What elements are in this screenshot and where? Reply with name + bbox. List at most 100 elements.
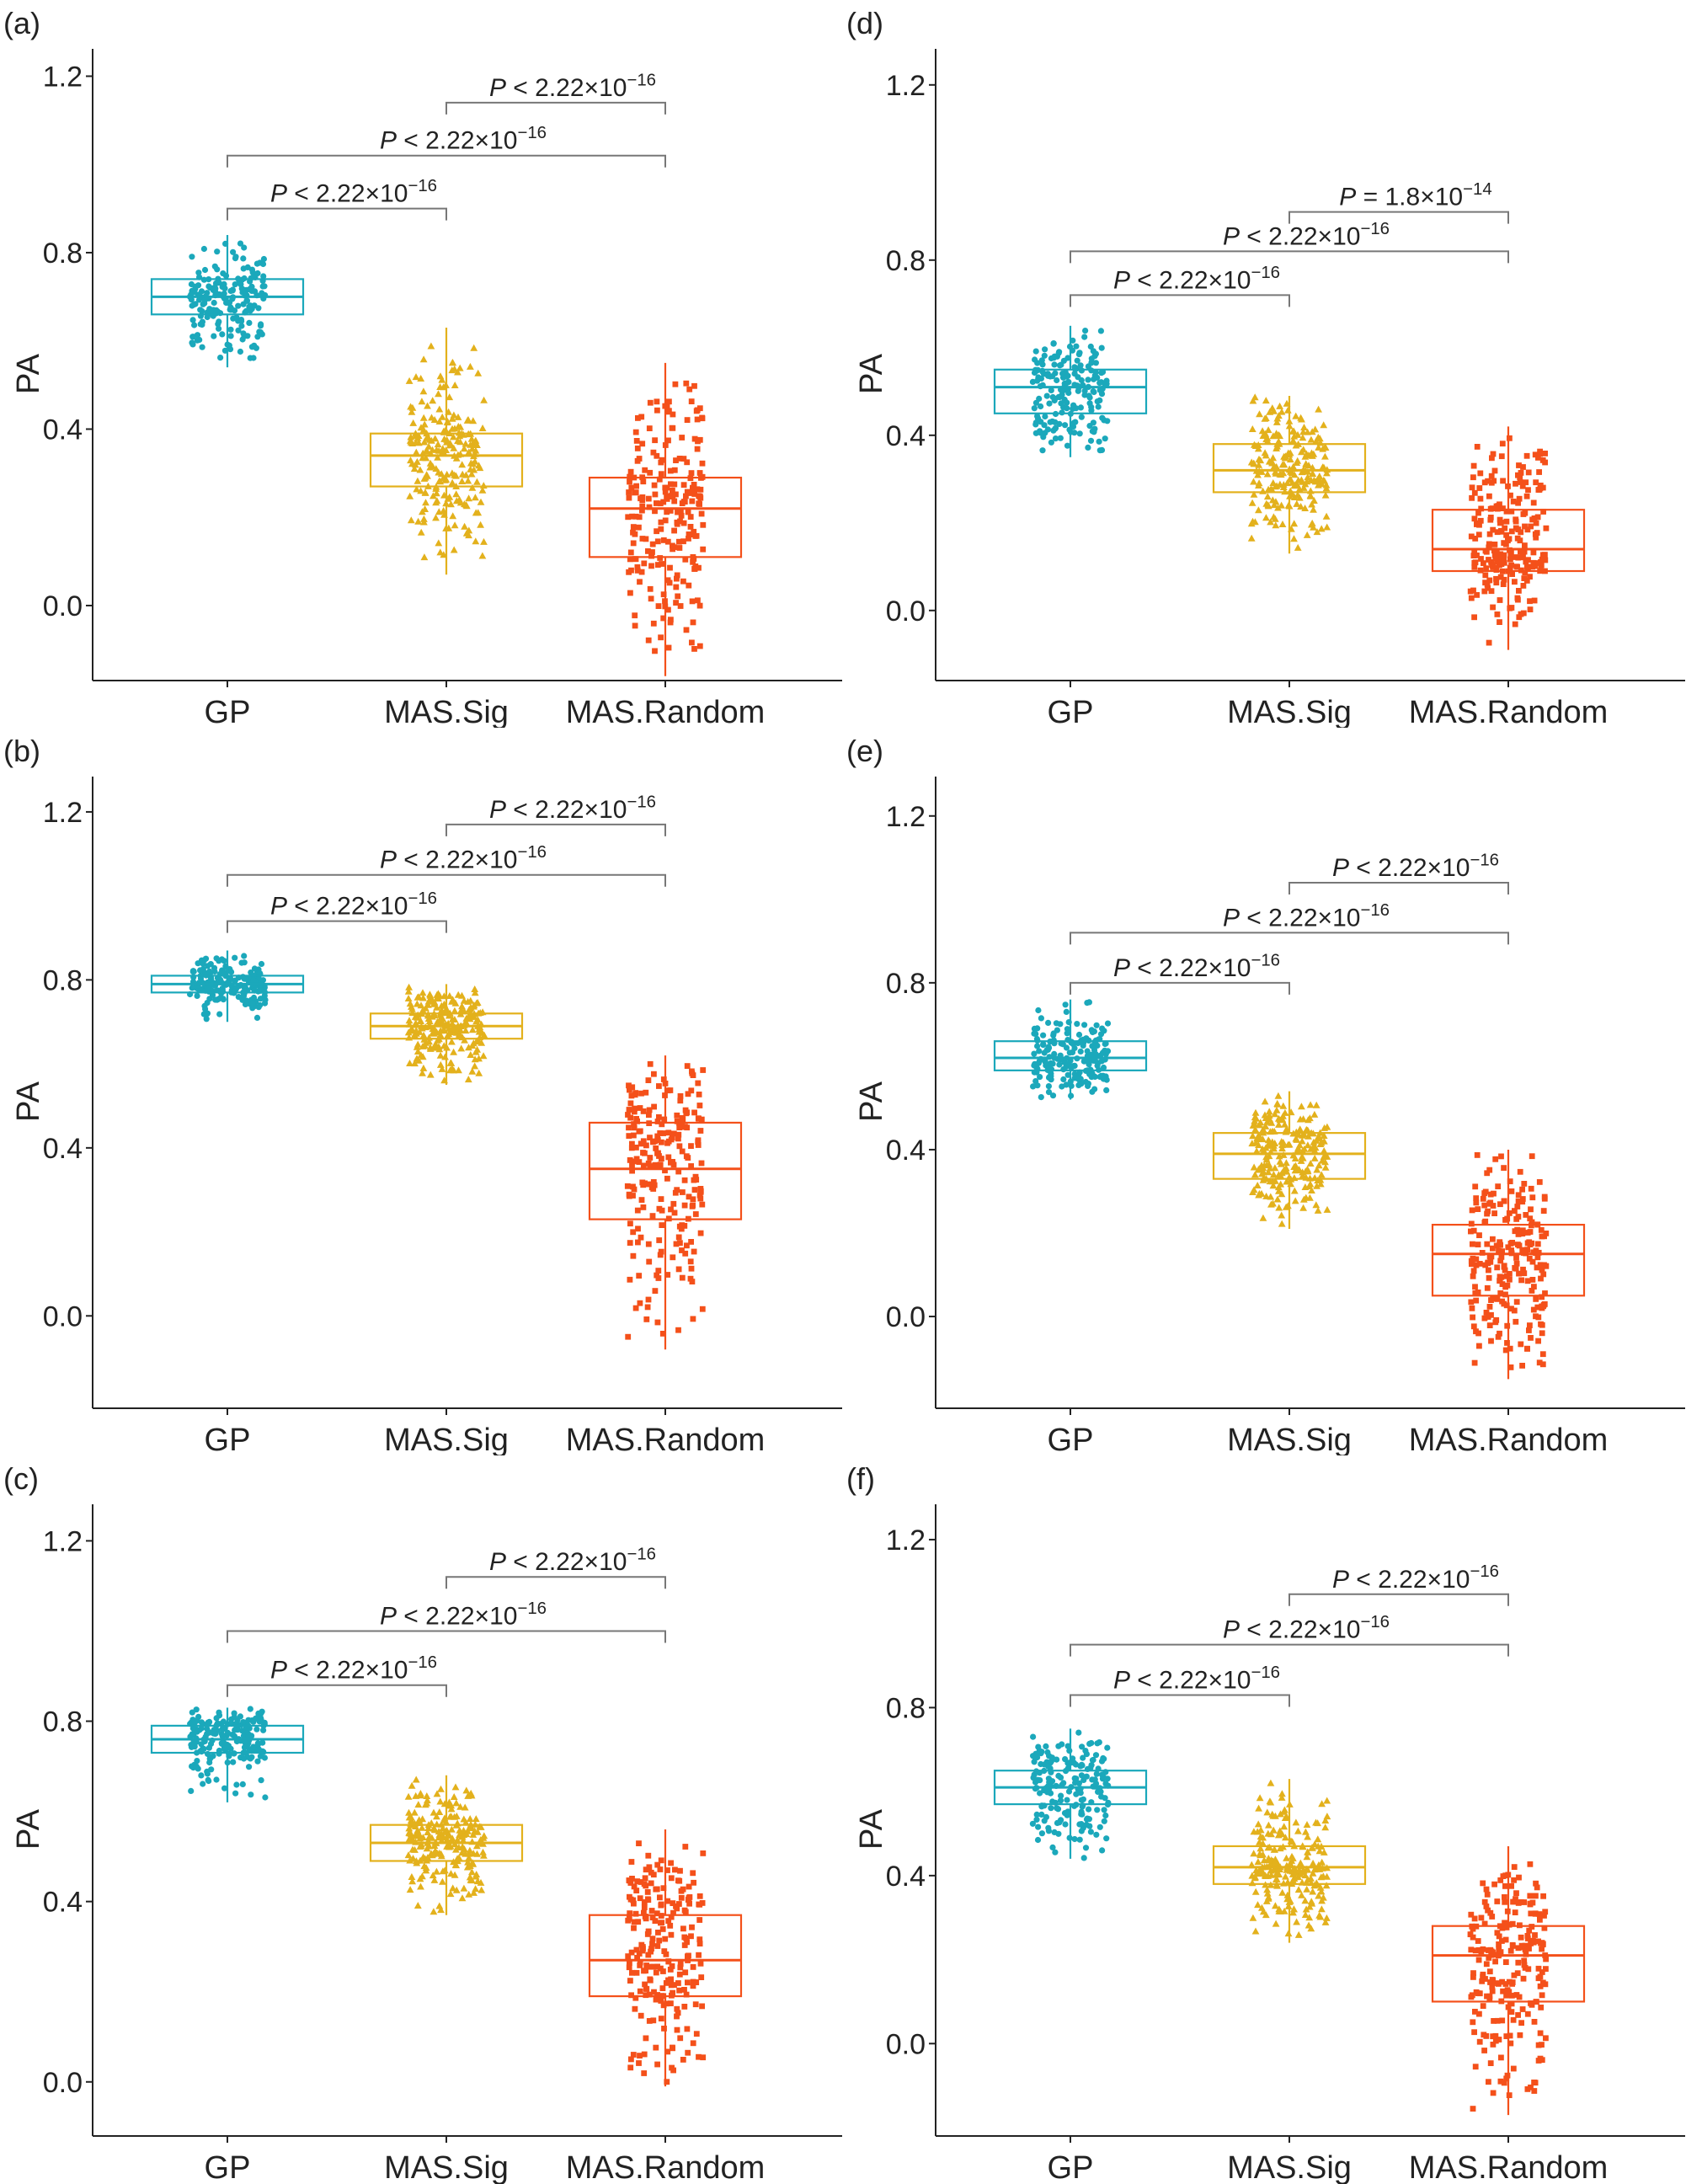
data-point: [1507, 1345, 1513, 1352]
data-point: [644, 1304, 651, 1311]
data-point: [1323, 1205, 1331, 1213]
p-value-label: P < 2.22×10−16: [489, 71, 656, 102]
data-point: [1528, 1335, 1534, 1341]
data-point: [406, 1060, 413, 1066]
data-point: [685, 1953, 691, 1960]
data-point: [676, 1901, 682, 1907]
data-point: [1303, 450, 1310, 457]
data-point: [1475, 510, 1481, 516]
data-point: [665, 606, 671, 613]
data-point: [1304, 473, 1312, 481]
data-point: [632, 1994, 639, 2001]
data-point: [656, 1937, 663, 1944]
data-point: [1503, 1925, 1510, 1930]
data-point: [652, 1138, 659, 1145]
data-point: [446, 1059, 455, 1066]
data-point: [654, 2061, 660, 2068]
data-point: [690, 1983, 696, 1989]
data-point: [689, 1924, 695, 1930]
data-point: [1516, 1994, 1523, 2000]
y-tick-label: 0.8: [886, 968, 926, 1000]
data-point: [1531, 515, 1538, 521]
data-point: [675, 2010, 681, 2016]
data-point: [694, 446, 701, 452]
data-point: [1271, 1857, 1279, 1865]
data-point: [462, 440, 470, 447]
data-point: [1522, 542, 1528, 548]
data-point: [429, 1872, 437, 1879]
data-point: [1521, 1899, 1528, 1905]
data-point: [458, 1002, 466, 1010]
data-point: [670, 1989, 675, 1996]
data-point: [695, 1142, 702, 1148]
data-point: [1049, 1844, 1056, 1850]
data-point: [1529, 2001, 1535, 2008]
data-point: [1475, 1206, 1481, 1212]
data-point: [1475, 1242, 1481, 1247]
data-point: [1273, 1875, 1280, 1882]
data-point: [1321, 1817, 1330, 1824]
data-point: [633, 1969, 640, 1976]
data-point: [1038, 430, 1044, 436]
data-point: [680, 499, 687, 505]
data-point: [224, 1729, 232, 1736]
data-point: [1539, 1361, 1546, 1368]
data-point: [642, 1150, 648, 1156]
data-point: [211, 299, 217, 307]
bracket-line: [1070, 1694, 1290, 1707]
data-point: [449, 996, 456, 1003]
data-point: [231, 1710, 237, 1717]
data-point: [1543, 1956, 1549, 1962]
data-point: [673, 1241, 680, 1247]
data-point: [1525, 557, 1531, 563]
data-point: [1078, 1797, 1085, 1803]
data-point: [696, 1952, 702, 1958]
data-point: [424, 1001, 432, 1008]
data-point: [693, 532, 700, 539]
data-point: [1508, 562, 1514, 569]
data-point: [450, 1793, 458, 1800]
data-point: [1485, 585, 1491, 591]
data-point: [668, 1979, 675, 1985]
data-point: [1248, 1140, 1256, 1147]
data-point: [1478, 1948, 1485, 1955]
data-point: [1497, 597, 1503, 603]
data-point: [1537, 483, 1544, 489]
data-point: [1519, 483, 1526, 489]
data-point: [658, 459, 664, 466]
data-point: [1537, 2030, 1544, 2037]
data-point: [1540, 1893, 1546, 1899]
data-point: [1102, 1812, 1109, 1819]
data-point: [675, 1877, 681, 1884]
data-point: [408, 1781, 416, 1789]
data-point: [691, 1177, 697, 1183]
data-point: [1277, 1172, 1284, 1178]
data-point: [696, 1192, 703, 1199]
data-point: [682, 1969, 689, 1976]
data-point: [630, 1252, 637, 1259]
y-axis-label: PA: [854, 1081, 889, 1122]
data-point: [1539, 1294, 1545, 1300]
data-point: [672, 381, 679, 387]
data-point: [464, 1858, 472, 1866]
data-point: [1038, 375, 1044, 382]
data-point: [1468, 1228, 1474, 1235]
data-point: [477, 1823, 485, 1830]
data-point: [1071, 1835, 1078, 1843]
data-point: [1032, 399, 1039, 406]
data-point: [446, 393, 454, 401]
data-point: [1261, 1111, 1269, 1119]
data-point: [1055, 1743, 1062, 1749]
data-point: [1086, 1740, 1093, 1747]
data-point: [472, 494, 479, 501]
data-point: [472, 537, 480, 545]
significance-bracket: P < 2.22×10−16: [1070, 1663, 1290, 1707]
data-point: [206, 996, 213, 1002]
data-point: [699, 2003, 705, 2010]
data-point: [477, 1878, 485, 1886]
points-MAS.Random: [625, 380, 707, 654]
data-point: [1507, 556, 1513, 563]
data-point: [1267, 1779, 1275, 1786]
data-point: [1264, 426, 1273, 434]
